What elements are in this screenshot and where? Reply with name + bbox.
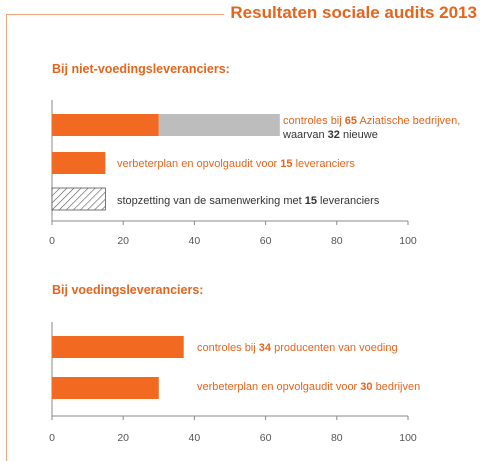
bar-segment-orange [52,336,184,358]
x-tick-label: 100 [399,432,417,444]
bar-label-number: 15 [305,195,317,207]
bar-label-text: verbeterplan en opvolgaudit voor [197,381,360,393]
bar-segment-orange [52,114,159,136]
x-tick-label: 60 [260,235,272,247]
x-tick-label: 80 [331,235,343,247]
x-tick-label: 40 [189,235,201,247]
bar-label-number: 15 [280,158,292,170]
bar-label-text: Aziatische bedrijven, [357,115,460,127]
bar-label: stopzetting van de samenwerking met 15 l… [117,195,380,207]
section-title-food: Bij voedingsleveranciers: [52,283,204,297]
x-tick-label: 40 [189,432,201,444]
x-tick-label: 100 [399,235,417,247]
bar-segment-orange [52,377,159,399]
bar-label: verbeterplan en opvolgaudit voor 15 leve… [117,158,355,170]
bar-label: controles bij 65 Aziatische bedrijven, [283,115,460,127]
page-title: Resultaten sociale audits 2013 [230,3,477,22]
frame-left-line [6,14,7,461]
x-tick-label: 20 [117,235,129,247]
bar-label-text: leveranciers [317,195,380,207]
bar-label: verbeterplan en opvolgaudit voor 30 bedr… [197,381,420,393]
bar-label-number: 30 [360,381,372,393]
bar-label-text: controles bij [197,342,259,354]
x-tick-label: 20 [117,432,129,444]
bar-segment-orange [52,152,106,174]
x-tick-label: 80 [331,432,343,444]
frame-top-line [6,14,224,15]
bar-label-text: nieuwe [340,129,378,141]
bar-segment-hatch [51,187,106,211]
bar-label-text: bedrijven [373,381,421,393]
bar-label-number: 65 [345,115,357,127]
bar-segment-grey [158,114,280,136]
bar-label-text: stopzetting van de samenwerking met [117,195,305,207]
bar-label-text: leveranciers [293,158,356,170]
x-tick-label: 60 [260,432,272,444]
x-tick-label: 0 [49,235,55,247]
bar-label-number: 34 [259,342,272,354]
bar-label-number: 32 [328,129,340,141]
section-title-non-food: Bij niet-voedingsleveranciers: [52,62,230,76]
bar-label: waarvan 32 nieuwe [282,129,378,141]
bar-label-text: controles bij [283,115,345,127]
bar-label: controles bij 34 producenten van voeding [197,342,398,354]
bar-label-text: producenten van voeding [271,342,398,354]
bar-label-text: verbeterplan en opvolgaudit voor [117,158,280,170]
x-tick-label: 0 [49,432,55,444]
bar-label-text: waarvan [282,129,328,141]
